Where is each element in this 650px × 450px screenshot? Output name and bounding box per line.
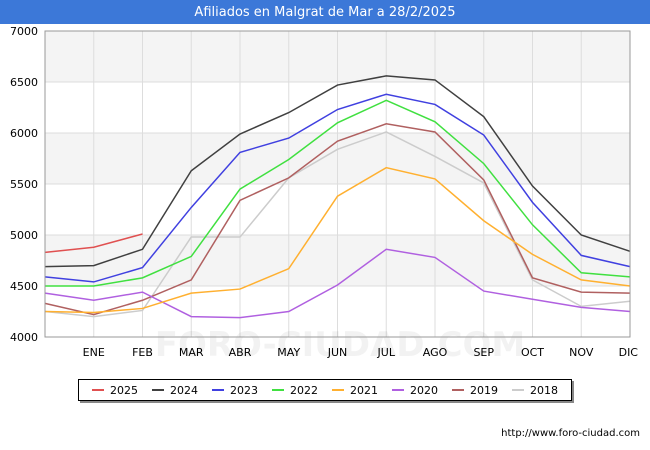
legend-label: 2018 (530, 383, 558, 397)
legend-item-2024: 2024 (152, 384, 198, 397)
legend: 2025 2024 2023 2022 2021 2020 2019 2018 (78, 379, 572, 401)
legend-swatch (92, 389, 104, 391)
legend-item-2021: 2021 (332, 384, 378, 397)
source-url[interactable]: http://www.foro-ciudad.com (501, 428, 640, 439)
legend-swatch (512, 389, 524, 391)
series-line-2024 (44, 75, 631, 268)
x-tick-label: OCT (521, 346, 544, 359)
x-tick-label: ABR (229, 346, 252, 359)
legend-label: 2021 (350, 383, 378, 397)
y-tick-label: 4000 (10, 331, 38, 344)
chart-title: Afiliados en Malgrat de Mar a 28/2/2025 (0, 0, 650, 24)
legend-swatch (212, 389, 224, 391)
x-tick-label: ENE (83, 346, 105, 359)
legend-item-2019: 2019 (452, 384, 498, 397)
legend-swatch (152, 389, 164, 391)
y-tick-label: 6500 (10, 76, 38, 89)
legend-label: 2023 (230, 383, 258, 397)
legend-swatch (392, 389, 404, 391)
x-tick-label: JUN (327, 346, 348, 359)
y-tick-label: 6000 (10, 127, 38, 140)
series-line-2025 (44, 233, 143, 254)
x-tick-label: SEP (473, 346, 494, 359)
legend-swatch (332, 389, 344, 391)
legend-item-2023: 2023 (212, 384, 258, 397)
legend-swatch (452, 389, 464, 391)
y-tick-label: 4500 (10, 280, 38, 293)
series-line-2018 (44, 131, 631, 318)
legend-label: 2024 (170, 383, 198, 397)
plot-frame (44, 30, 631, 338)
series-lines (44, 75, 631, 319)
legend-item-2025: 2025 (92, 384, 138, 397)
watermark: FORO-CIUDAD.COM (155, 325, 526, 365)
x-tick-label: AGO (423, 346, 448, 359)
y-tick-label: 5500 (10, 178, 38, 191)
series-line-2022 (45, 99, 631, 287)
legend-label: 2022 (290, 383, 318, 397)
y-tick-label: 7000 (10, 25, 38, 38)
x-tick-label: MAR (179, 346, 204, 359)
x-tick-label: MAY (277, 346, 300, 359)
legend-item-2022: 2022 (272, 384, 318, 397)
y-tick-label: 5000 (10, 229, 38, 242)
x-tick-label: DIC (619, 346, 639, 359)
x-tick-label: JUL (377, 346, 396, 359)
legend-label: 2019 (470, 383, 498, 397)
legend-swatch (272, 389, 284, 391)
series-line-2020 (44, 248, 631, 319)
y-tick-labels: 4000 4500 5000 5500 6000 6500 7000 (10, 25, 38, 344)
series-line-2019 (44, 123, 631, 316)
x-tick-label: NOV (569, 346, 594, 359)
series-line-2021 (44, 166, 631, 314)
series-line-2023 (44, 93, 631, 283)
legend-label: 2020 (410, 383, 438, 397)
legend-item-2020: 2020 (392, 384, 438, 397)
x-tick-labels: ENE FEB MAR ABR MAY JUN JUL AGO SEP OCT NOV DIC (83, 346, 639, 359)
legend-label: 2025 (110, 383, 138, 397)
legend-item-2018: 2018 (512, 384, 558, 397)
x-tick-label: FEB (132, 346, 153, 359)
